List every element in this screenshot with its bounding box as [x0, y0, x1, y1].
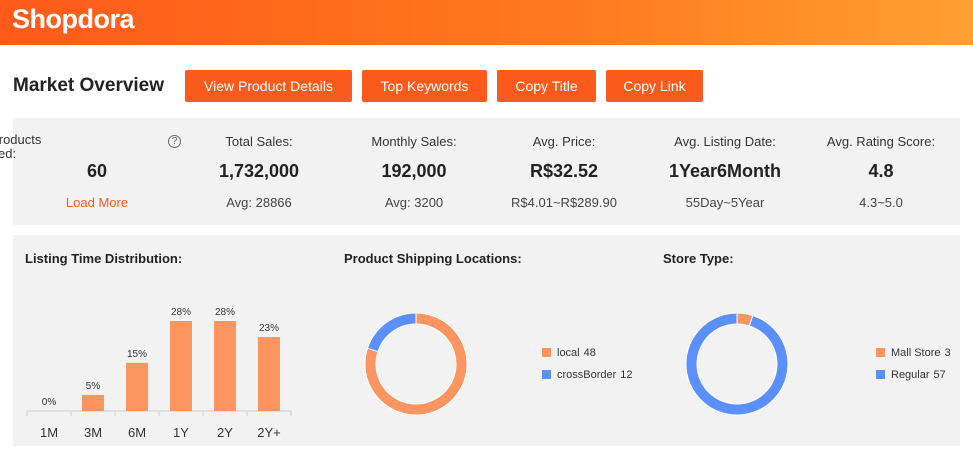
help-icon[interactable]: ?	[168, 135, 181, 148]
logo: Shopdora	[12, 4, 135, 34]
legend-value: 12	[620, 369, 632, 381]
legend-value: 3	[945, 347, 951, 359]
legend-value: 57	[934, 369, 946, 381]
load-more-link[interactable]: Load More	[65, 195, 129, 210]
stat-sub: Avg: 3200	[384, 195, 444, 210]
data-label: 15%	[127, 349, 147, 360]
x-tick-label: 2Y+	[257, 425, 281, 440]
legend-entry: crossBorder 12	[557, 369, 633, 381]
chart-title: Listing Time Distribution:	[25, 251, 183, 266]
legend-name: local	[557, 347, 580, 359]
donut-segment	[366, 312, 417, 353]
stat-label: Avg. Rating Score:	[826, 134, 936, 149]
stat-sub: 4.3~5.0	[859, 195, 903, 210]
donut-segment	[685, 312, 789, 416]
data-label: 28%	[171, 307, 191, 318]
page-title: Market Overview	[13, 75, 165, 96]
chart-title: Store Type:	[663, 251, 734, 266]
data-label: 28%	[215, 307, 235, 318]
top-bar	[0, 0, 973, 45]
legend-name: crossBorder	[557, 369, 617, 381]
bar	[82, 394, 104, 411]
x-tick-label: 3M	[84, 425, 102, 440]
stat-value: R$32.52	[529, 161, 599, 181]
data-label: 5%	[86, 381, 101, 392]
legend-entry: Mall Store 3	[891, 347, 951, 359]
chart-title: Product Shipping Locations:	[344, 251, 522, 266]
x-tick-label: 1M	[40, 425, 58, 440]
donut-segment	[364, 312, 468, 416]
data-label: 0%	[42, 397, 57, 408]
stat-value: 60	[86, 161, 108, 181]
button[interactable]: View Product Details	[185, 70, 352, 102]
stat-sub: 55Day~5Year	[685, 195, 765, 210]
stat-value: 192,000	[381, 161, 447, 181]
x-tick-label: 1Y	[173, 425, 189, 440]
stat-sub: R$4.01~R$289.90	[511, 195, 617, 210]
stat-value: 1Year6Month	[668, 161, 782, 181]
x-tick-label: 6M	[128, 425, 146, 440]
button[interactable]: Copy Title	[497, 70, 596, 102]
stat-label: Total Sales:	[225, 134, 293, 149]
bar	[126, 362, 148, 411]
stat-label: Total Products Analyzed:	[0, 132, 42, 161]
data-label: 23%	[259, 323, 279, 334]
stat-label: Avg. Listing Date:	[674, 134, 776, 149]
bar	[214, 321, 236, 411]
stat-value: 4.8	[868, 161, 894, 181]
stat-value: 1,732,000	[218, 161, 300, 181]
legend-entry: local 48	[557, 347, 596, 359]
legend-swatch	[542, 370, 551, 379]
legend-value: 48	[584, 347, 596, 359]
button[interactable]: Copy Link	[606, 70, 703, 102]
bar	[258, 337, 280, 411]
stat-sub: Avg: 28866	[226, 195, 292, 210]
stat-label: Monthly Sales:	[371, 134, 457, 149]
bar	[170, 321, 192, 411]
legend-swatch	[542, 348, 551, 357]
x-tick-label: 2Y	[217, 425, 233, 440]
legend-name: Regular	[891, 369, 930, 381]
legend-swatch	[876, 348, 885, 357]
legend-entry: Regular 57	[891, 369, 946, 381]
stat-label: Avg. Price:	[532, 134, 596, 149]
legend-swatch	[876, 370, 885, 379]
legend-name: Mall Store	[891, 347, 941, 359]
button[interactable]: Top Keywords	[362, 70, 487, 102]
